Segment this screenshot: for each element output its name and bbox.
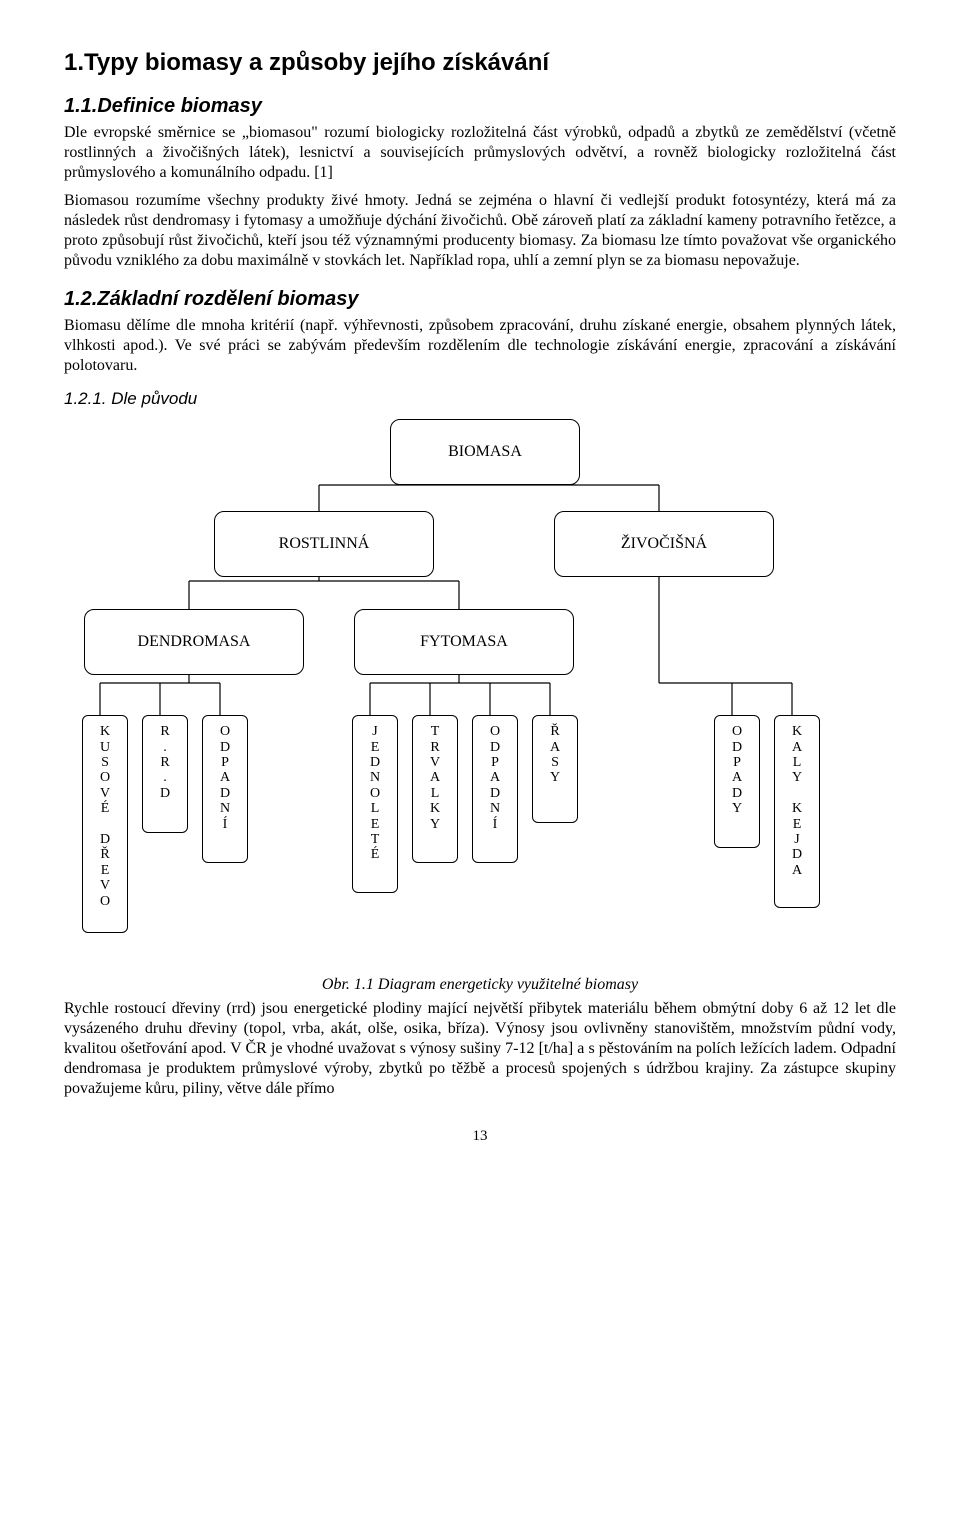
diagram-leaf-trvalky: TRVALKY xyxy=(412,715,458,863)
section-1-2-1-heading: 1.2.1. Dle původu xyxy=(64,388,896,409)
figure-caption: Obr. 1.1 Diagram energeticky využitelné … xyxy=(64,975,896,995)
section-1-1-heading: 1.1.Definice biomasy xyxy=(64,94,896,119)
diagram-leaf-rasy: ŘASY xyxy=(532,715,578,823)
diagram-leaf-odpady: ODPADY xyxy=(714,715,760,848)
page-number: 13 xyxy=(64,1127,896,1146)
diagram-leaf-jednolete: JEDNOLETÉ xyxy=(352,715,398,893)
diagram-leaf-kusove_drevo: KUSOVÉ DŘEVO xyxy=(82,715,128,933)
page-title: 1.Typy biomasy a způsoby jejího získáván… xyxy=(64,48,896,78)
biomass-diagram: BIOMASA ROSTLINNÁ ŽIVOČIŠNÁ DENDROMASA FYTOM… xyxy=(64,419,896,959)
diagram-node-zivocisna: ŽIVOČIŠNÁ xyxy=(554,511,774,577)
diagram-leaf-odpadni2: ODPADNÍ xyxy=(472,715,518,863)
paragraph: Biomasu dělíme dle mnoha kritérií (např.… xyxy=(64,316,896,376)
diagram-leaf-kaly_kejda: KALY KEJDA xyxy=(774,715,820,908)
diagram-node-dendro: DENDROMASA xyxy=(84,609,304,675)
paragraph: Biomasou rozumíme všechny produkty živé … xyxy=(64,191,896,271)
diagram-leaf-rrd: R.R.D xyxy=(142,715,188,833)
diagram-node-fyto: FYTOMASA xyxy=(354,609,574,675)
paragraph: Dle evropské směrnice se „biomasou" rozu… xyxy=(64,123,896,183)
paragraph: Rychle rostoucí dřeviny (rrd) jsou energ… xyxy=(64,999,896,1099)
diagram-node-biomasa: BIOMASA xyxy=(390,419,580,485)
section-1-2-heading: 1.2.Základní rozdělení biomasy xyxy=(64,287,896,312)
diagram-leaf-odpadni1: ODPADNÍ xyxy=(202,715,248,863)
diagram-node-rostlinna: ROSTLINNÁ xyxy=(214,511,434,577)
